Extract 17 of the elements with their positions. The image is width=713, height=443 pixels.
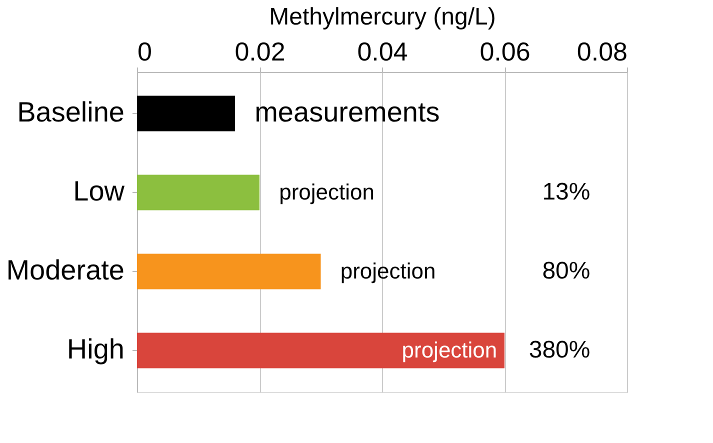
x-tick-label: 0.04 [357, 36, 408, 66]
y-tick-label: Moderate [6, 254, 124, 286]
x-tick-label: 0 [138, 36, 152, 66]
x-tick-label: 0.02 [234, 36, 286, 66]
x-axis-title: Methylmercury (ng/L) [269, 4, 496, 30]
y-tick-label: Baseline [17, 96, 124, 128]
x-tick-label: 0.08 [576, 36, 628, 66]
y-tick-label: Low [73, 175, 126, 206]
annotation: 380% [528, 336, 590, 364]
annotation: 13% [542, 178, 590, 206]
annotation: 80% [542, 258, 590, 285]
annotation: measurements [254, 96, 440, 128]
y-tick-label: High [66, 334, 124, 365]
annotation: projection [279, 179, 374, 204]
x-tick-label: 0.06 [480, 36, 530, 66]
annotation: projection [340, 258, 436, 284]
annotation: projection [402, 338, 498, 363]
